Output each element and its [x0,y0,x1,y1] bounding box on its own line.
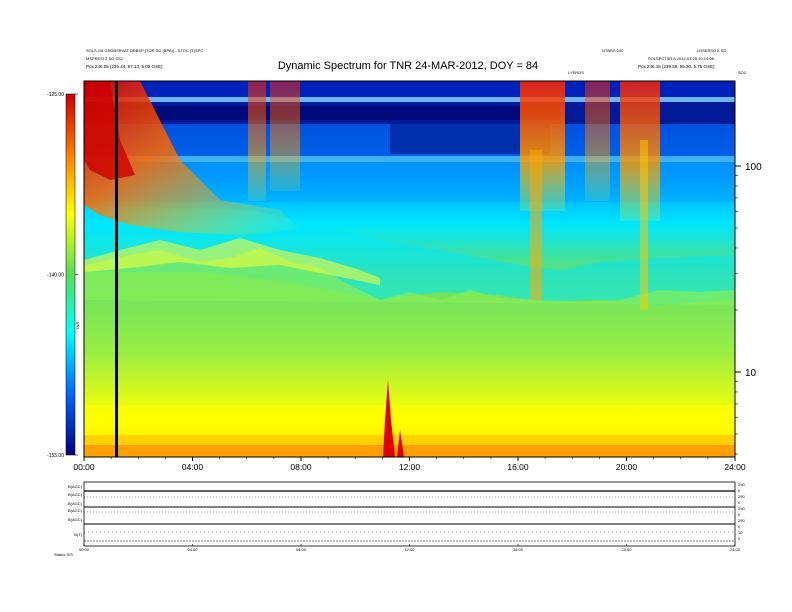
lower-panel-right-label: 250 [738,518,745,523]
x-tick-label: 00:00 [73,462,95,472]
x-tick-label: 12:00 [399,462,421,472]
lower-x-tick-label: 12:00 [404,547,415,552]
lower-panel-right-label: 250 [738,494,745,499]
header-label: SOLSPCTSR 8 2012-03-25 10:14:08 [648,56,715,61]
y-axis-right: 100 10 [735,162,762,455]
colorbar-tick-label: -155.00 [47,453,64,459]
y-tick-label: 10 [745,368,757,379]
header-label: NTBRS 240 [602,48,624,53]
header-label: LDSERSO 8 SO [697,48,726,53]
header-label: SO2 [738,70,747,75]
colorbar [65,93,76,456]
header-label: MSPRESI 2 SO SS2 [86,56,124,61]
lower-x-tick-label: 08:00 [296,547,307,552]
x-tick-label: 04:00 [182,462,204,472]
lower-panel-left-label: B(AGC) [68,508,83,513]
lower-panel-right-label: 0 [738,512,741,517]
header-label: LYERGS [568,70,584,75]
lower-panel-right-label: 10 [738,530,743,535]
x-tick-label: 20:00 [616,462,638,472]
lower-panel-right-label: 0 [738,536,741,541]
colorbar-ticks: -125.00 -140.00 -155.00 [47,92,78,459]
lower-panel-left-label: B(AGC) [68,501,83,506]
x-tick-label: 24:00 [724,462,746,472]
x-tick-label: 08:00 [290,462,312,472]
lower-x-tick-label: 00:00 [79,547,90,552]
spectrogram [84,81,735,457]
x-tick-label: 16:00 [507,462,529,472]
lower-panel-right-label: 0 [738,524,741,529]
lower-x-tick-label: 20:00 [621,547,632,552]
header-label: Pos 246.16 (239.59, 95.30, 5.75 GSE) [638,64,715,69]
lower-panel-left-label: B(T) [74,532,82,537]
lower-panel-right-label: 250 [738,482,745,487]
lower-panel-left-label: B(AGC) [68,492,83,497]
header-label: Pos 246.05 (235.44, 97.13, 5.09 GSE) [86,64,163,69]
lower-x-tick-label: 04:00 [187,547,198,552]
lower-panel-right-label: 250 [738,506,745,511]
lower-panel-footer: Status S/S [54,552,73,557]
lower-panel-left-label: B(AGC) [68,517,83,522]
x-axis: 00:00 04:00 08:00 12:00 16:00 20:00 24:00 [73,457,746,472]
lower-panel: B(AGC)B(AGC)B(AGC)B(AGC)B(AGC)B(T) 25002… [54,481,745,557]
lower-panel-left-label: B(AGC) [68,484,83,489]
lower-x-tick-label: 24:00 [730,547,741,552]
y-tick-label: 100 [745,162,762,173]
lower-x-tick-label: 16:00 [513,547,524,552]
colorbar-tick-label: -140.00 [47,273,64,279]
chart-title: Dynamic Spectrum for TNR 24-MAR-2012, DO… [278,60,538,72]
colorbar-tick-label: -125.00 [47,92,64,98]
colorbar-label: TNR [75,322,80,330]
lower-panel-right-label: 0 [738,488,741,493]
lower-panel-right-label: 0 [738,500,741,505]
header-label: SOLS-G8 GSOBSRVAT ORBSP (TOR SO (BPA)) -… [86,48,203,53]
